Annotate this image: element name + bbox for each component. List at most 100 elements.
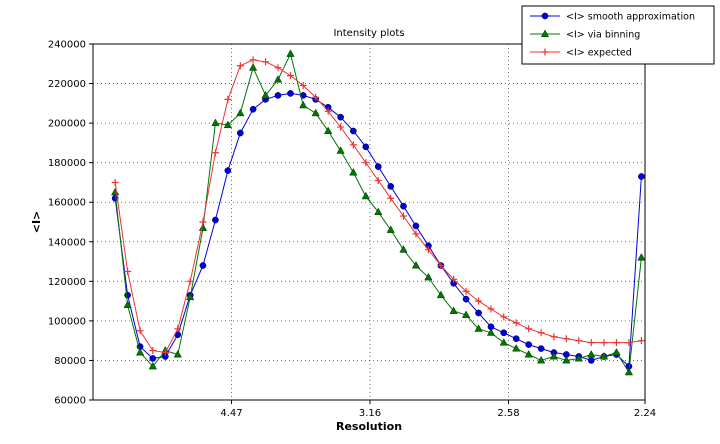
y-tick-label: 200000 — [48, 119, 86, 130]
triangle-marker-icon — [186, 292, 195, 301]
y-tick-label: 180000 — [48, 158, 86, 169]
triangle-marker-icon — [273, 75, 283, 83]
triangle-marker-icon — [512, 344, 521, 352]
triangle-marker-icon — [474, 324, 483, 332]
y-tick-label: 240000 — [48, 40, 86, 51]
plus-marker-icon — [111, 178, 119, 186]
plus-marker-icon — [487, 305, 495, 313]
triangle-marker-icon — [436, 290, 445, 299]
circle-marker-icon — [199, 262, 207, 269]
y-tick-label: 100000 — [48, 316, 86, 327]
plus-marker-icon — [161, 349, 169, 357]
y-tick-label: 220000 — [48, 79, 86, 90]
plus-marker-icon — [637, 337, 645, 345]
y-tick-label: 60000 — [54, 396, 86, 407]
triangle-marker-icon — [461, 310, 471, 318]
plus-marker-icon — [600, 339, 608, 347]
plus-marker-icon — [349, 141, 357, 149]
plus-marker-icon — [374, 176, 382, 184]
plus-marker-icon — [525, 325, 533, 333]
plus-marker-icon — [437, 262, 445, 270]
plus-marker-icon — [262, 58, 270, 66]
circle-marker-icon — [387, 183, 395, 190]
plus-marker-icon — [299, 82, 307, 90]
plot-background — [93, 44, 645, 400]
triangle-marker-icon — [424, 272, 433, 281]
plus-marker-icon — [236, 62, 244, 70]
plus-marker-icon — [512, 319, 520, 327]
circle-marker-icon — [299, 92, 307, 99]
plus-marker-icon — [625, 339, 633, 347]
circle-marker-icon — [350, 127, 357, 135]
plus-marker-icon — [324, 107, 332, 115]
plus-marker-icon — [249, 56, 257, 64]
triangle-marker-icon — [173, 349, 182, 358]
plus-marker-icon — [211, 149, 219, 157]
plus-marker-icon — [362, 159, 370, 167]
triangle-marker-icon — [236, 108, 245, 117]
x-axis-label: Resolution — [336, 420, 402, 433]
y-tick-label: 80000 — [54, 356, 86, 367]
plus-marker-icon — [224, 95, 232, 103]
triangle-marker-icon — [411, 260, 421, 269]
plus-marker-icon — [412, 230, 420, 238]
plus-marker-icon — [312, 93, 320, 101]
plus-marker-icon — [149, 347, 157, 355]
series-expected-markers — [111, 56, 645, 357]
circle-marker-icon — [400, 202, 407, 210]
plus-marker-icon — [199, 218, 207, 226]
circle-marker-icon — [500, 329, 508, 337]
triangle-marker-icon — [374, 207, 383, 216]
triangle-marker-icon — [311, 108, 320, 117]
circle-marker-icon — [512, 335, 520, 343]
legend-item-smooth: <I> smooth approximation — [530, 12, 695, 23]
triangle-marker-icon — [499, 338, 508, 346]
circle-marker-icon — [362, 143, 370, 151]
plus-marker-icon — [575, 337, 583, 345]
triangle-marker-icon — [361, 191, 370, 200]
plus-marker-icon — [550, 333, 558, 341]
series-binning — [111, 49, 646, 376]
triangle-marker-icon — [540, 29, 550, 37]
triangle-marker-icon — [135, 348, 145, 356]
circle-marker-icon — [224, 167, 232, 174]
triangle-marker-icon — [349, 168, 358, 176]
y-axis-label: <I> — [30, 211, 43, 234]
triangle-marker-icon — [261, 90, 270, 99]
plus-marker-icon — [424, 246, 432, 254]
plus-marker-icon — [399, 212, 407, 220]
series-smooth-markers — [111, 90, 645, 370]
circle-marker-icon — [462, 295, 470, 303]
x-tick-label: 3.16 — [359, 408, 381, 419]
y-tick-label: 140000 — [48, 237, 86, 248]
triangle-marker-icon — [537, 355, 546, 364]
plus-marker-icon — [537, 329, 545, 337]
triangle-marker-icon — [123, 300, 132, 309]
triangle-marker-icon — [612, 348, 621, 356]
legend-label: <I> via binning — [566, 30, 640, 41]
chart-title: Intensity plots — [333, 28, 404, 39]
legend-label: <I> smooth approximation — [566, 12, 695, 23]
circle-marker-icon — [249, 105, 257, 113]
plus-marker-icon — [612, 339, 620, 347]
plus-marker-icon — [562, 335, 570, 343]
plus-marker-icon — [475, 297, 483, 305]
circle-marker-icon — [274, 92, 282, 99]
plus-marker-icon — [541, 48, 549, 56]
plus-marker-icon — [174, 325, 182, 333]
triangle-marker-icon — [299, 100, 308, 109]
plus-marker-icon — [587, 339, 595, 347]
triangle-marker-icon — [587, 349, 596, 358]
circle-marker-icon — [541, 12, 549, 20]
circle-marker-icon — [287, 90, 294, 97]
circle-marker-icon — [525, 341, 533, 348]
circle-marker-icon — [337, 113, 344, 121]
triangle-marker-icon — [336, 146, 345, 154]
circle-marker-icon — [212, 216, 219, 224]
triangle-marker-icon — [449, 306, 458, 314]
plus-marker-icon — [124, 267, 132, 275]
circle-marker-icon — [587, 357, 595, 364]
triangle-marker-icon — [223, 120, 233, 129]
